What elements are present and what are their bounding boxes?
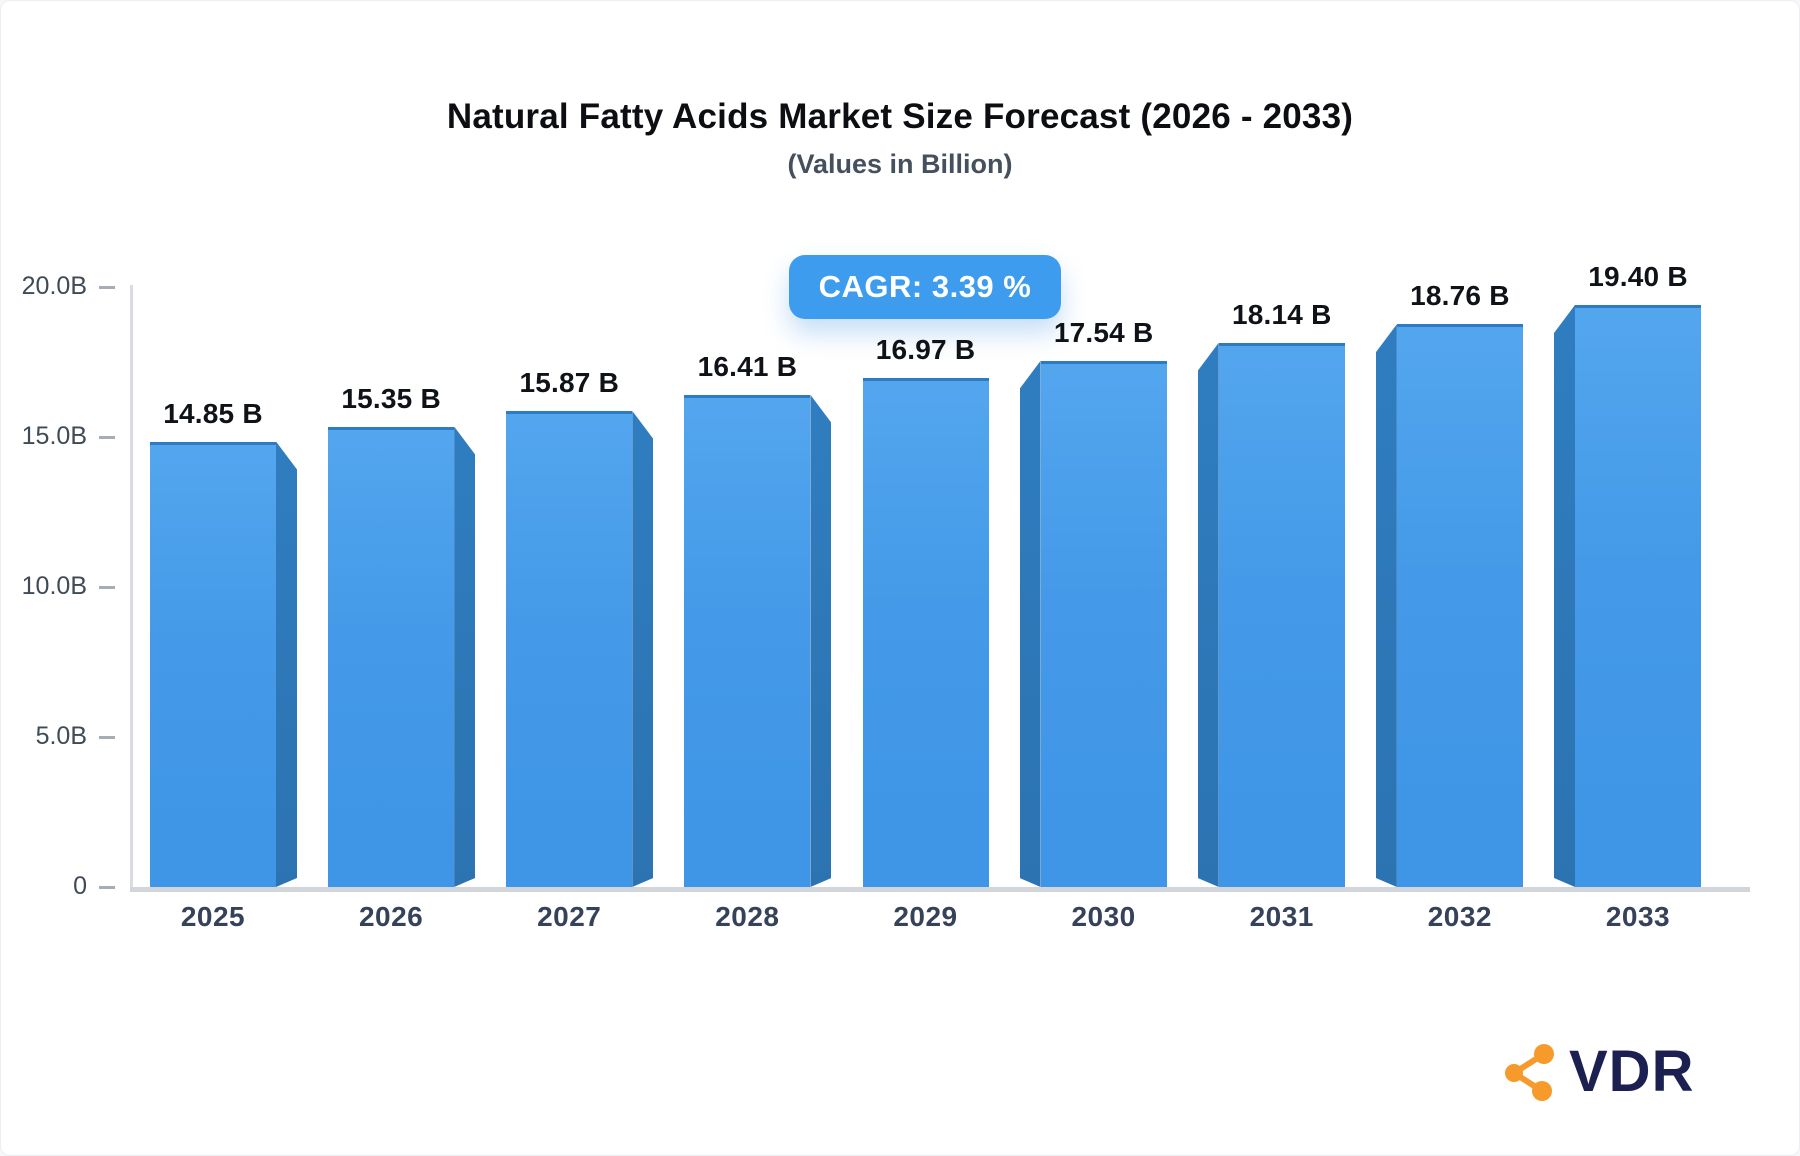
y-axis-tick-label: 0 xyxy=(73,872,87,900)
chart-subtitle: (Values in Billion) xyxy=(787,149,1013,179)
bar-2027 xyxy=(506,410,633,887)
bar-2026 xyxy=(328,426,455,887)
bar-side-2032 xyxy=(1376,324,1397,887)
bar-side-2031 xyxy=(1198,343,1219,887)
x-axis-label-2032: 2032 xyxy=(1427,901,1493,932)
bar-side-2027 xyxy=(632,411,653,887)
bar-side-2030 xyxy=(1020,361,1041,887)
bar-2031 xyxy=(1218,342,1345,887)
y-axis-tick-label: 5.0B xyxy=(35,722,87,750)
value-label-2031: 18.14 B xyxy=(1232,298,1332,330)
cagr-badge-label: CAGR: 3.39 % xyxy=(818,269,1032,304)
bar-side-2026 xyxy=(454,427,475,888)
value-label-2026: 15.35 B xyxy=(341,382,441,414)
x-axis-label-2026: 2026 xyxy=(358,901,424,932)
share-network-icon xyxy=(1505,1044,1554,1101)
y-axis-tick-mark xyxy=(99,886,115,889)
cagr-badge: CAGR: 3.39 % xyxy=(789,255,1061,319)
y-axis-tick-label: 15.0B xyxy=(21,422,87,450)
bar-side-2028 xyxy=(810,395,831,887)
bar-2029 xyxy=(862,377,989,887)
bar-2033 xyxy=(1575,305,1701,887)
vdr-logo-text: VDR xyxy=(1569,1039,1695,1104)
x-axis-line xyxy=(130,887,1750,892)
value-label-2029: 16.97 B xyxy=(875,333,976,365)
x-axis-label-2031: 2031 xyxy=(1249,901,1314,932)
value-label-2032: 18.76 B xyxy=(1410,280,1510,312)
x-axis-label-2030: 2030 xyxy=(1071,901,1136,932)
chart-title: Natural Fatty Acids Market Size Forecast… xyxy=(446,97,1354,136)
y-axis-tick-label: 20.0B xyxy=(21,272,87,300)
bar-2030 xyxy=(1040,360,1167,887)
bar-side-2025 xyxy=(276,442,297,888)
bar-2032 xyxy=(1396,324,1523,887)
x-axis-label-2027: 2027 xyxy=(537,901,602,932)
bar-2025 xyxy=(150,441,276,887)
value-label-2033: 19.40 B xyxy=(1588,261,1688,292)
y-axis-tick-mark xyxy=(99,286,115,289)
y-axis-line xyxy=(130,285,133,891)
y-axis-tick-mark xyxy=(99,586,115,589)
x-axis-label-2033: 2033 xyxy=(1605,901,1671,932)
value-label-2027: 15.87 B xyxy=(519,366,619,398)
value-label-2028: 16.41 B xyxy=(697,350,798,382)
vdr-logo: VDR xyxy=(1503,1039,1694,1105)
y-axis-tick-label: 10.0B xyxy=(21,572,87,600)
chart-header: Natural Fatty Acids Market Size Forecast… xyxy=(1,95,1799,180)
y-axis-tick-mark xyxy=(99,736,115,739)
value-label-2025: 14.85 B xyxy=(163,397,263,429)
value-label-2030: 17.54 B xyxy=(1053,316,1154,348)
x-axis-label-2025: 2025 xyxy=(180,901,246,932)
y-axis-tick-mark xyxy=(99,436,115,439)
bar-side-2033 xyxy=(1554,305,1575,887)
x-axis-label-2028: 2028 xyxy=(715,901,780,932)
x-axis-label-2029: 2029 xyxy=(893,901,958,932)
bar-2028 xyxy=(684,394,811,887)
